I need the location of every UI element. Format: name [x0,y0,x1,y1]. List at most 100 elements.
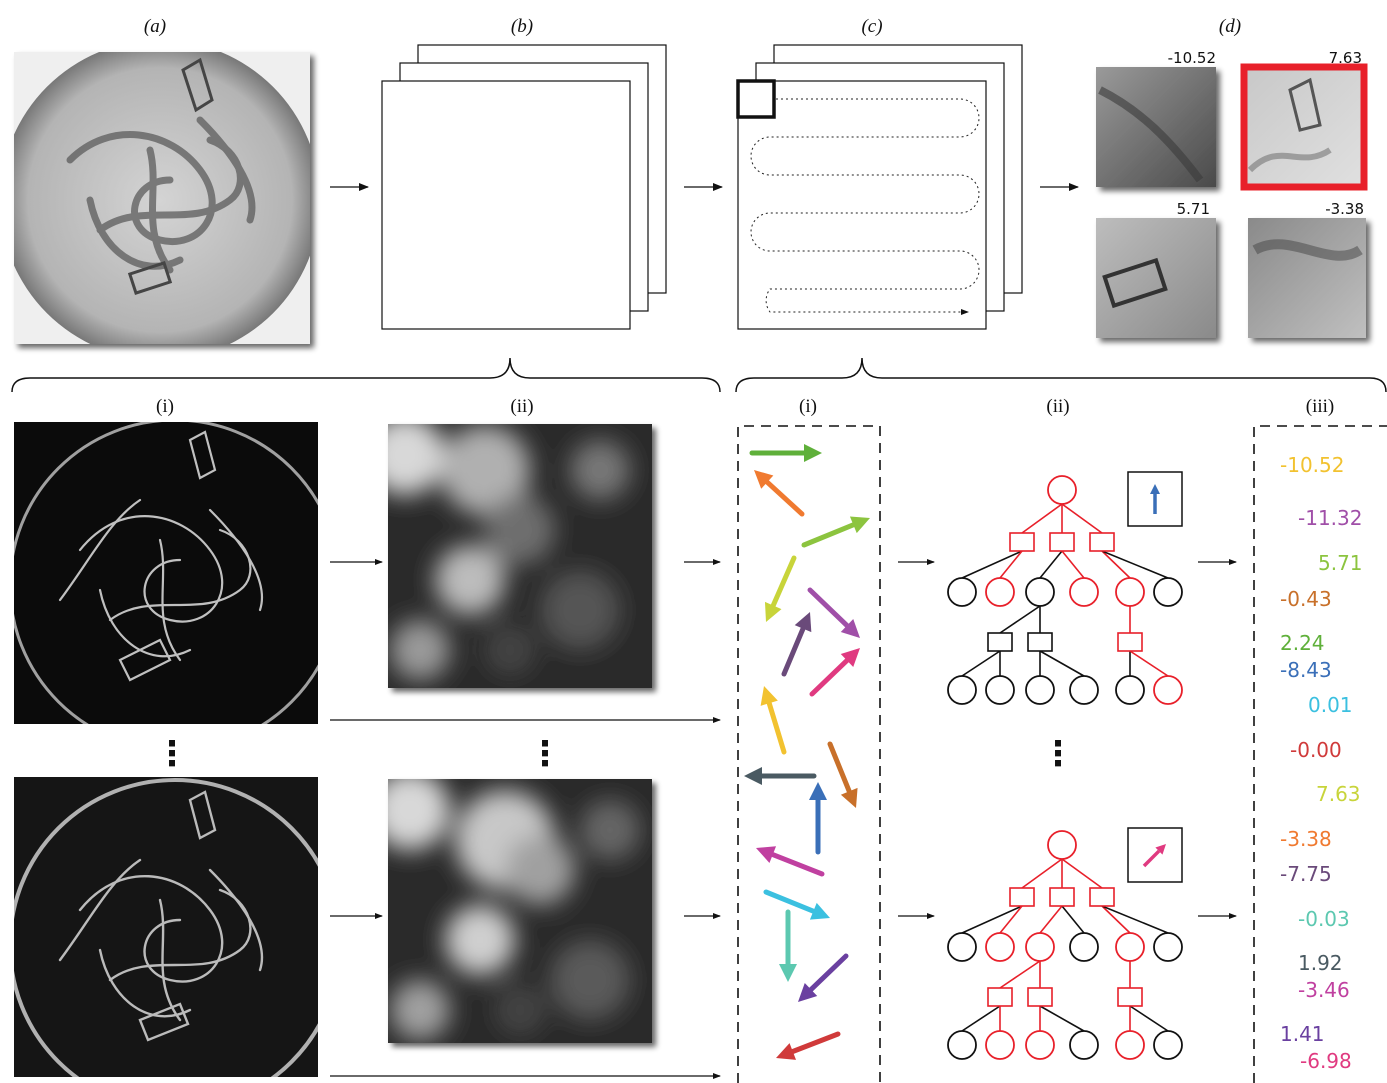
ellipsis-left-ii: ⋮ [528,734,562,774]
feature-arrow [809,782,827,855]
output-value: -3.46 [1298,978,1350,1002]
output-value: 2.24 [1280,631,1325,655]
feature-vector-box [737,425,881,1083]
tile-grid: -10.52 7.63 5.71 -3.38 [1096,49,1368,338]
tree-node [1115,577,1145,607]
tree-split [1089,532,1115,552]
output-value: -0.00 [1290,738,1342,762]
tile-3 [1096,218,1216,338]
brace-left [11,357,721,393]
decision-tree-2 [947,830,1183,1060]
tree-2-feature-arrow [1142,849,1161,868]
label-right-i: (i) [799,396,817,417]
tree-split [1089,887,1115,907]
tree-node [1069,1030,1099,1060]
output-value: 7.63 [1316,782,1361,806]
output-value: 0.01 [1308,693,1353,717]
tree-node [1025,577,1055,607]
tree-node [985,675,1015,705]
tree-split [1049,532,1075,552]
filtered-image-2 [14,777,318,1077]
feature-arrows [744,444,870,1060]
feature-arrow [809,648,860,697]
tree-node [985,932,1015,962]
tree-split [987,987,1013,1007]
label-b: (b) [511,16,533,37]
feature-arrow [776,1031,841,1060]
tree-node [1025,932,1055,962]
tree-split [1117,987,1143,1007]
output-value: -0.03 [1298,907,1350,931]
tree-node [1047,475,1077,505]
tree-split [1117,632,1143,652]
output-value: -6.98 [1300,1049,1352,1073]
feature-arrow [807,587,860,638]
output-value: -8.43 [1280,658,1332,682]
output-value: 5.71 [1318,551,1363,575]
tree-node [985,577,1015,607]
output-values: -10.52 -11.32 5.71 -0.43 2.24 -8.43 0.01 -0.00 7… [1280,453,1363,1073]
label-right-ii: (ii) [1046,396,1069,417]
tree-node [1115,932,1145,962]
output-value: -0.43 [1280,587,1332,611]
label-left-ii: (ii) [510,396,533,417]
feature-arrow [760,686,787,755]
feature-arrow [798,953,849,1002]
tree-node [947,577,977,607]
tree-split [1027,632,1053,652]
output-value: -3.38 [1280,827,1332,851]
tree-node [1069,932,1099,962]
tree-node [1115,1030,1145,1060]
ellipsis-right-ii: ⋮ [1041,734,1075,774]
sliding-window [736,79,776,119]
tree-node [947,932,977,962]
tree-node [1047,830,1077,860]
feature-arrow [756,846,825,877]
tree-node [985,1030,1015,1060]
tree-split [1027,987,1053,1007]
output-value: 1.92 [1298,951,1343,975]
scan-path [750,98,980,315]
tree-arrow-head [1150,484,1160,494]
output-value: 1.41 [1280,1022,1325,1046]
tree-node [947,675,977,705]
tile-score-2: 7.63 [1329,49,1362,67]
blurred-image-1 [388,424,652,688]
feature-arrow [781,612,812,677]
tree-node [1153,675,1183,705]
tile-score-1: -10.52 [1168,49,1216,67]
tile-4 [1248,218,1366,338]
decision-tree-1 [947,475,1183,705]
tile-2 [1244,67,1364,187]
sliding-window-stack [736,44,1023,330]
tree-node [947,1030,977,1060]
tree-arrow-head [1155,844,1166,855]
feature-arrow [801,516,870,548]
tree-split [1009,532,1035,552]
tree-node [1069,675,1099,705]
feature-arrow [754,470,805,517]
highlighted-tile-frame [1240,63,1368,191]
ellipsis-left-i: ⋮ [155,734,189,774]
label-left-i: (i) [156,396,174,417]
tree-node [1115,675,1145,705]
blurred-image-2 [388,779,652,1043]
output-value: -10.52 [1280,453,1344,477]
tree-split [987,632,1013,652]
crystal-drop-image [14,52,310,344]
brace-right [735,357,1387,393]
tree-node [1069,577,1099,607]
tree-node [1153,1030,1183,1060]
feature-image-stack [381,44,667,330]
output-value: -11.32 [1298,506,1362,530]
tile-score-4: -3.38 [1325,200,1364,218]
tree-split [1049,887,1075,907]
label-right-iii: (iii) [1306,396,1335,417]
label-c: (c) [861,16,882,37]
tree-node [1025,675,1055,705]
feature-arrow [827,741,858,808]
feature-arrow [749,444,822,462]
feature-arrow [764,555,797,622]
label-a: (a) [144,16,166,37]
